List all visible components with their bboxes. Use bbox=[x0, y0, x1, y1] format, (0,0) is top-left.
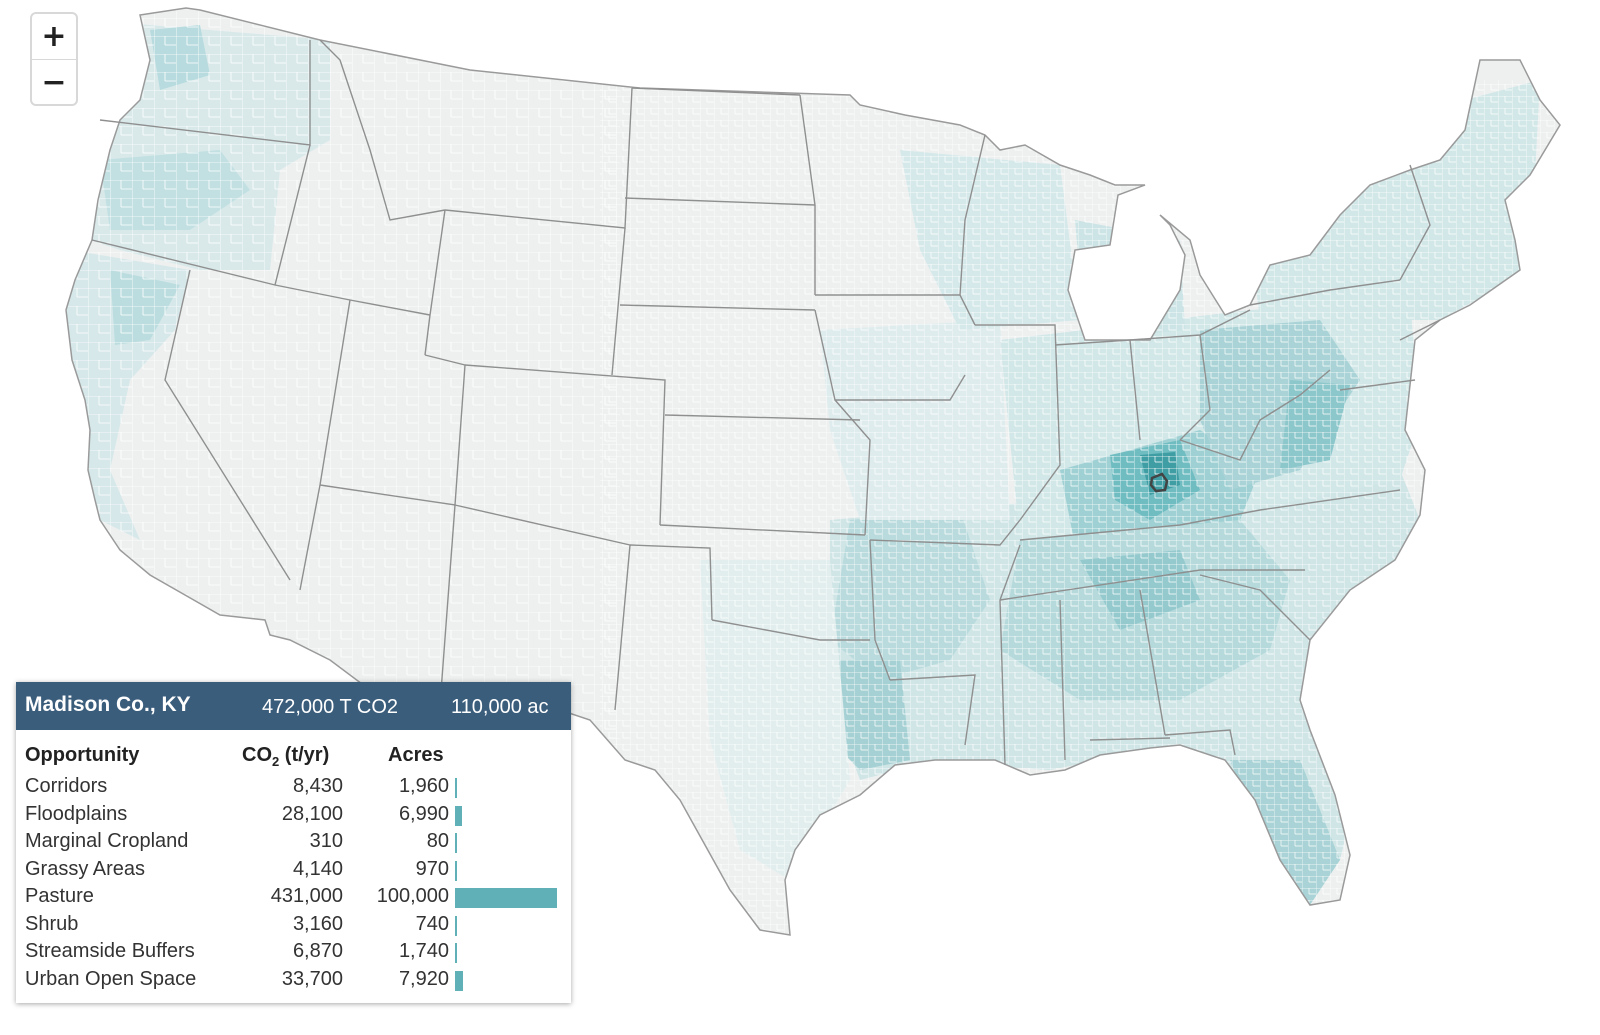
table-header: Opportunity CO2 (t/yr) Acres bbox=[16, 744, 571, 770]
co2-value: 28,100 bbox=[281, 802, 343, 825]
table-row: Streamside Buffers 6,870 1,740 bbox=[16, 940, 571, 968]
co2-value: 6,870 bbox=[292, 940, 343, 962]
opportunity-name: Shrub bbox=[25, 912, 79, 935]
acres-value: 7,920 bbox=[398, 967, 449, 990]
zoom-out-button[interactable]: − bbox=[41, 65, 67, 100]
co2-value: 33,700 bbox=[281, 967, 343, 990]
acres-bar bbox=[455, 888, 557, 908]
opportunity-name: Grassy Areas bbox=[25, 857, 146, 880]
acres-value: 740 bbox=[415, 912, 449, 935]
opportunity-name: Urban Open Space bbox=[25, 967, 197, 990]
co2-value: 310 bbox=[309, 830, 343, 852]
table-row: Floodplains 28,100 6,990 bbox=[16, 803, 571, 831]
acres-bar bbox=[455, 805, 462, 826]
opportunity-name: Floodplains bbox=[25, 802, 128, 825]
table-row: Pasture 431,000 100,000 bbox=[16, 885, 571, 913]
column-opportunity: Opportunity bbox=[25, 744, 140, 766]
county-grid-east bbox=[600, 80, 1560, 935]
co2-value: 4,140 bbox=[292, 857, 343, 880]
opportunity-name: Pasture bbox=[25, 885, 94, 907]
county-name: Madison Co., KY bbox=[25, 693, 191, 716]
acres-bar bbox=[455, 915, 457, 936]
acres-bar bbox=[455, 943, 457, 963]
acres-value: 1,960 bbox=[398, 775, 449, 797]
selected-county-outline[interactable] bbox=[1149, 472, 1169, 493]
opportunity-name: Streamside Buffers bbox=[25, 940, 195, 962]
panel-header: Madison Co., KY 472,000 T CO2 110,000 ac bbox=[16, 682, 571, 730]
table-row: Urban Open Space 33,700 7,920 bbox=[16, 968, 571, 996]
table-row: Marginal Cropland 310 80 bbox=[16, 830, 571, 858]
zoom-control: + − bbox=[30, 12, 78, 106]
column-acres: Acres bbox=[388, 744, 444, 766]
acres-bar bbox=[455, 970, 463, 991]
acres-value: 970 bbox=[415, 857, 449, 880]
table-row: Corridors 8,430 1,960 bbox=[16, 775, 571, 803]
acres-bar bbox=[455, 860, 457, 881]
co2-value: 8,430 bbox=[292, 775, 343, 797]
acres-value: 1,740 bbox=[398, 940, 449, 962]
co2-value: 3,160 bbox=[292, 912, 343, 935]
acres-value: 6,990 bbox=[398, 802, 449, 825]
acres-value: 80 bbox=[426, 830, 449, 852]
acres-bar bbox=[455, 833, 457, 853]
co2-value: 431,000 bbox=[270, 885, 343, 907]
acres-bar bbox=[455, 778, 457, 798]
total-co2: 472,000 T CO2 bbox=[262, 696, 399, 718]
zoom-in-button[interactable]: + bbox=[32, 14, 76, 60]
column-co2: CO2 (t/yr) bbox=[242, 744, 330, 769]
table-row: Shrub 3,160 740 bbox=[16, 913, 571, 941]
county-info-panel: Madison Co., KY 472,000 T CO2 110,000 ac… bbox=[16, 682, 571, 1003]
state-borders bbox=[91, 39, 1441, 766]
opportunity-name: Corridors bbox=[25, 775, 108, 797]
opportunity-table: Corridors 8,430 1,960 Floodplains 28,100 6,99… bbox=[16, 775, 571, 995]
table-row: Grassy Areas 4,140 970 bbox=[16, 858, 571, 886]
total-acres: 110,000 ac bbox=[451, 696, 549, 718]
acres-value: 100,000 bbox=[376, 885, 449, 907]
opportunity-name: Marginal Cropland bbox=[25, 830, 189, 852]
